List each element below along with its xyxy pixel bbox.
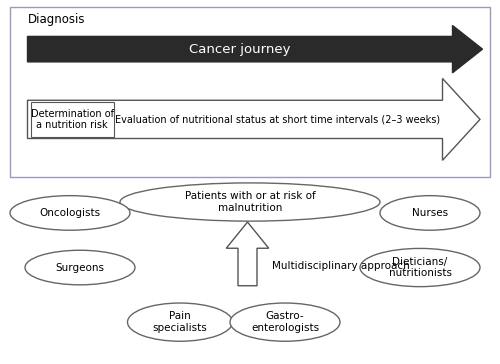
Text: Surgeons: Surgeons bbox=[56, 262, 104, 273]
Text: Multidisciplinary approach: Multidisciplinary approach bbox=[272, 261, 410, 271]
Polygon shape bbox=[28, 78, 480, 160]
FancyBboxPatch shape bbox=[10, 7, 490, 177]
Text: Gastro-
enterologists: Gastro- enterologists bbox=[251, 311, 319, 333]
FancyBboxPatch shape bbox=[31, 102, 114, 137]
Ellipse shape bbox=[128, 303, 232, 341]
Text: Evaluation of nutritional status at short time intervals (2–3 weeks): Evaluation of nutritional status at shor… bbox=[116, 114, 440, 124]
Text: Dieticians/
nutritionists: Dieticians/ nutritionists bbox=[388, 257, 452, 278]
Ellipse shape bbox=[10, 195, 130, 230]
Text: Pain
specialists: Pain specialists bbox=[152, 311, 208, 333]
Ellipse shape bbox=[360, 248, 480, 287]
Text: Cancer journey: Cancer journey bbox=[189, 43, 291, 56]
Ellipse shape bbox=[25, 250, 135, 285]
Text: Determination of
a nutrition risk: Determination of a nutrition risk bbox=[31, 108, 114, 130]
Text: Oncologists: Oncologists bbox=[40, 208, 100, 218]
Polygon shape bbox=[226, 222, 269, 286]
Text: Patients with or at risk of
malnutrition: Patients with or at risk of malnutrition bbox=[184, 191, 316, 213]
Polygon shape bbox=[28, 25, 482, 73]
Ellipse shape bbox=[120, 183, 380, 221]
Text: Nurses: Nurses bbox=[412, 208, 448, 218]
Ellipse shape bbox=[230, 303, 340, 341]
Text: Diagnosis: Diagnosis bbox=[28, 13, 85, 26]
Ellipse shape bbox=[380, 195, 480, 230]
